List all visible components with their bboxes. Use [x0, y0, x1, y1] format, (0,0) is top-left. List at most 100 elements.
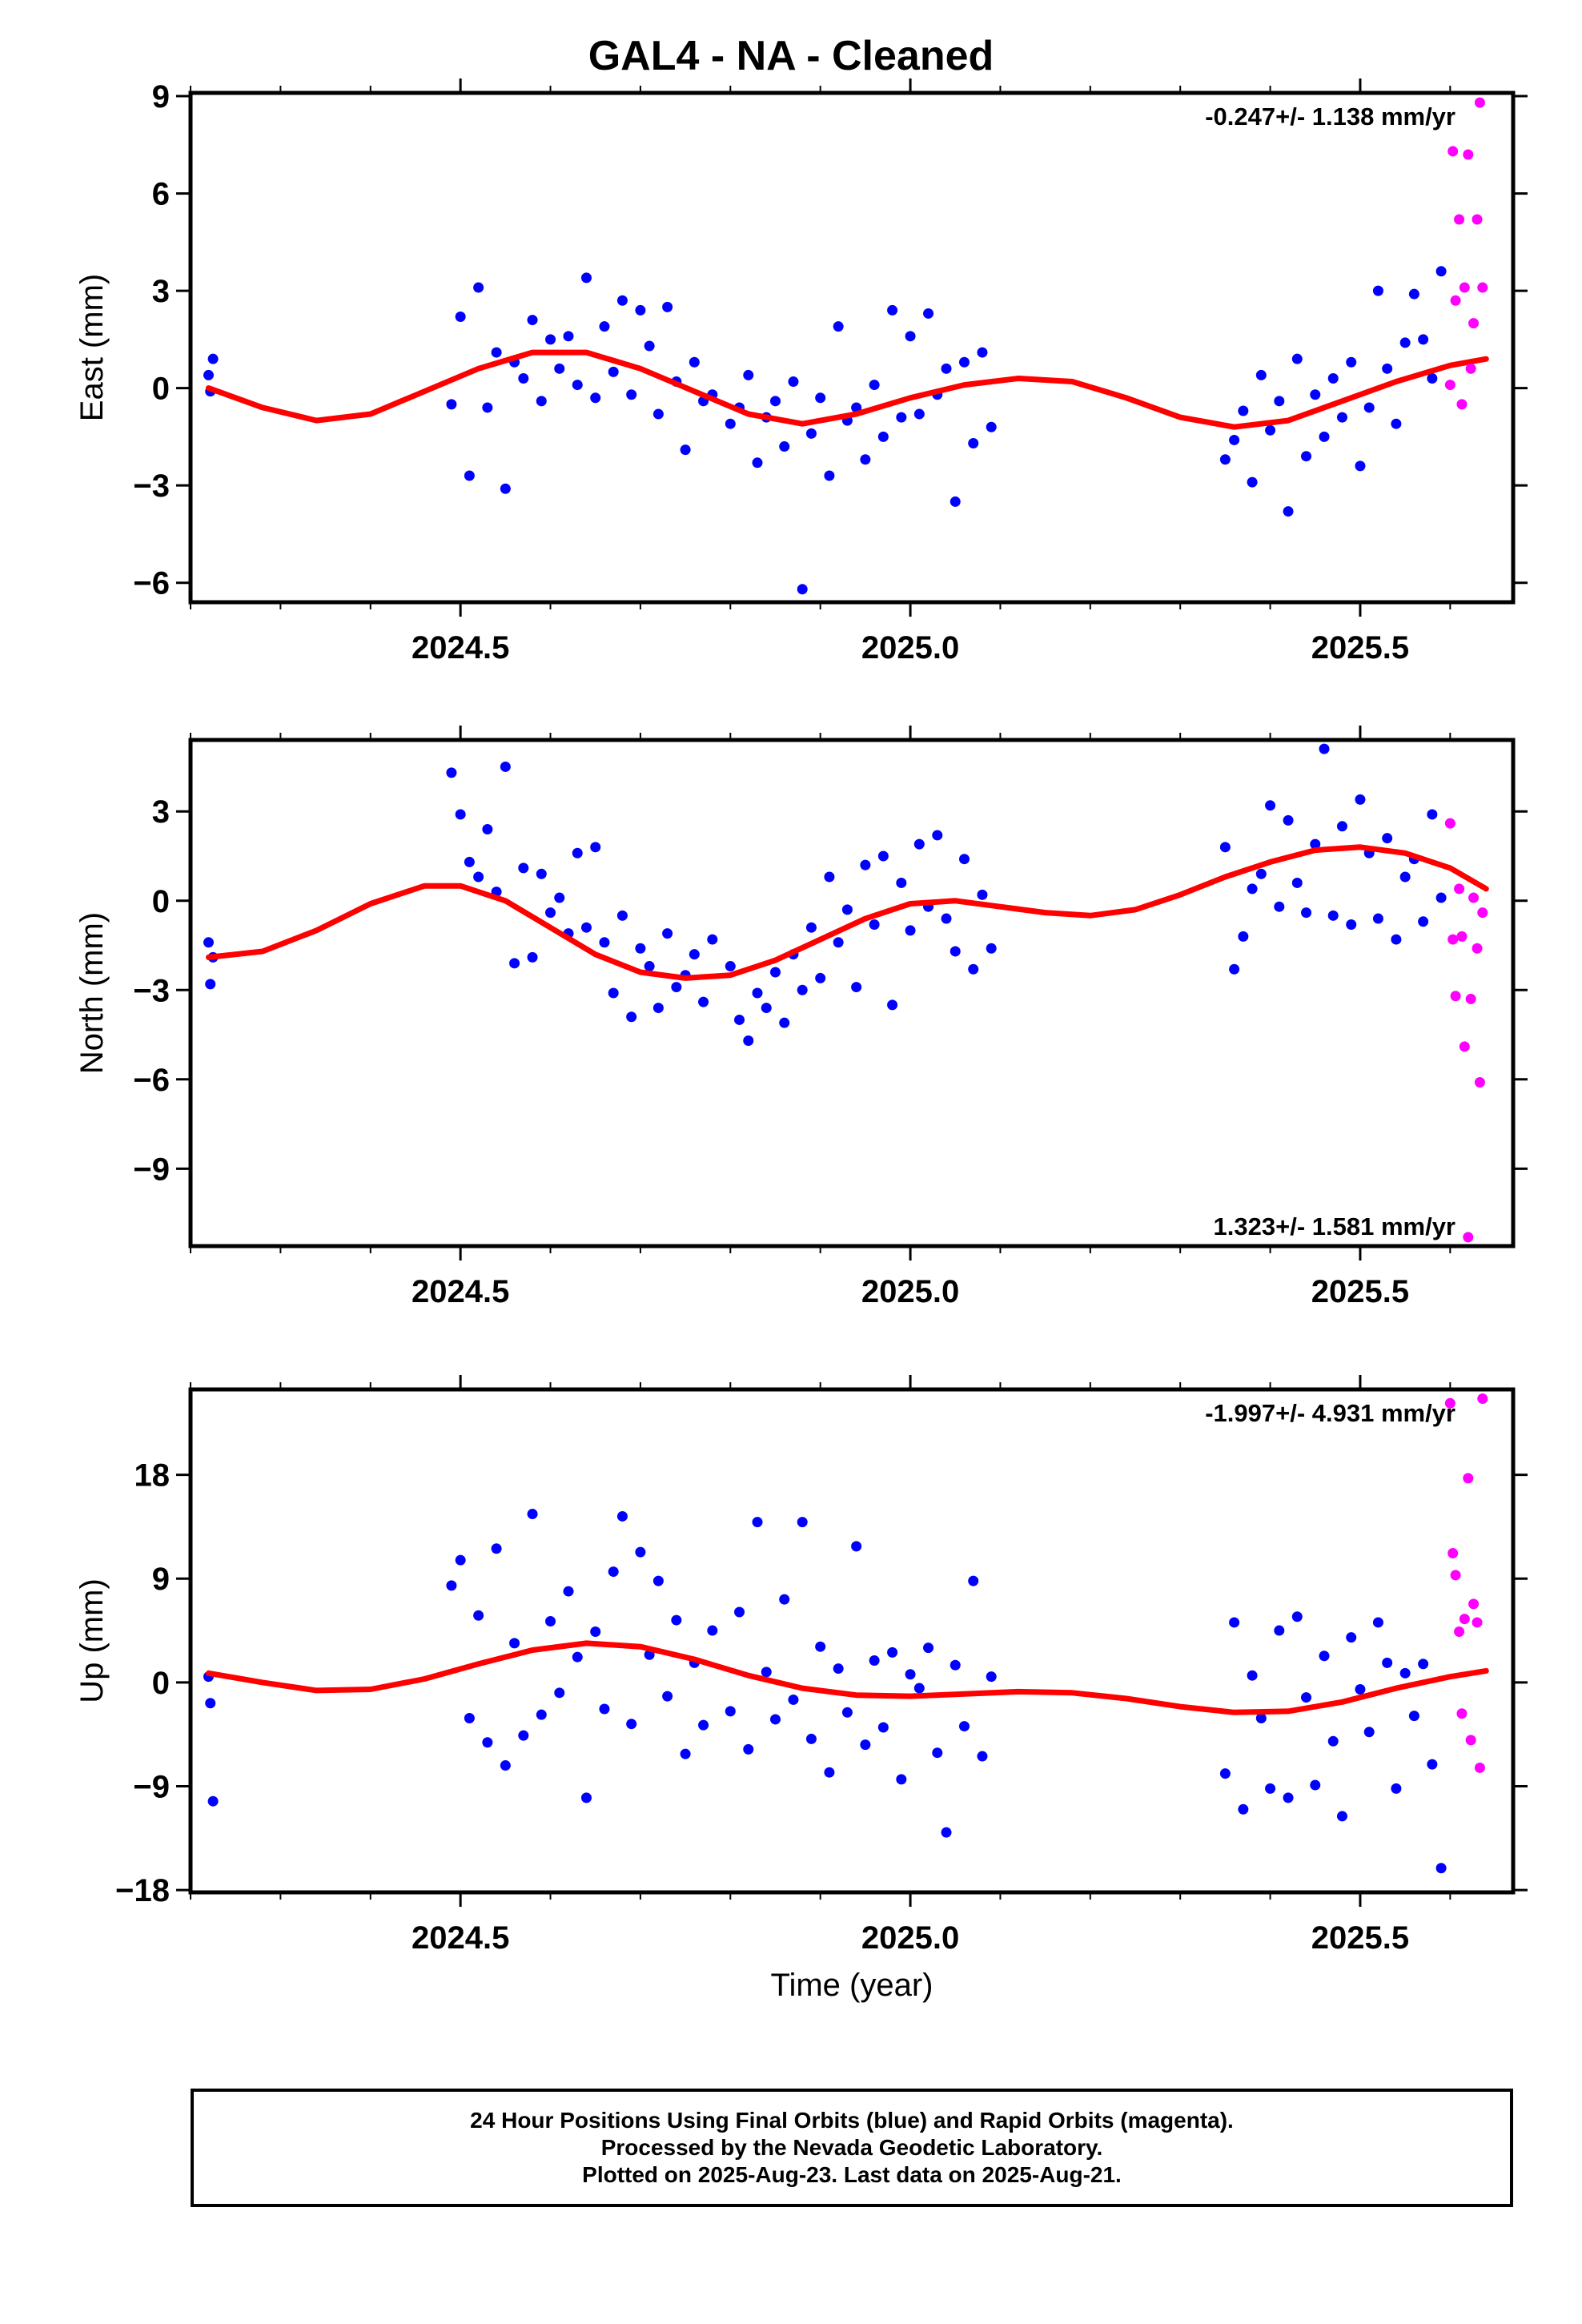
final-orbit-point [860, 859, 871, 870]
rapid-orbit-point [1459, 282, 1470, 293]
y-tick-label: 6 [152, 177, 170, 212]
final-orbit-point [950, 946, 961, 957]
final-orbit-point [1327, 1735, 1339, 1747]
final-orbit-point [968, 1575, 979, 1586]
final-orbit-point [1229, 963, 1240, 975]
final-orbit-point [887, 999, 898, 1011]
final-orbit-point [977, 1751, 988, 1762]
final-orbit-point [1283, 1792, 1294, 1803]
final-orbit-point [833, 937, 844, 948]
final-orbit-point [986, 1671, 997, 1683]
y-tick-label: 3 [152, 794, 170, 830]
final-orbit-point [1301, 1692, 1312, 1703]
final-orbit-point [590, 842, 601, 853]
panel-frame [188, 738, 1516, 1248]
final-orbit-point [1418, 916, 1429, 927]
final-orbit-point [652, 1003, 664, 1014]
final-orbit-point [1291, 877, 1303, 888]
final-orbit-point [464, 470, 475, 481]
final-orbit-point [1346, 356, 1357, 368]
final-orbit-point [769, 396, 781, 407]
final-orbit-point [563, 1586, 574, 1597]
footer-caption: 24 Hour Positions Using Final Orbits (bl… [191, 2089, 1513, 2207]
final-orbit-point [869, 380, 880, 391]
final-orbit-point [464, 856, 475, 867]
rapid-orbit-point [1474, 1077, 1485, 1088]
final-orbit-point [599, 321, 610, 332]
final-orbit-point [923, 308, 934, 319]
final-orbit-point [545, 907, 556, 919]
rapid-orbit-point [1474, 97, 1485, 108]
final-orbit-point [869, 1655, 880, 1666]
final-orbit-point [1229, 1617, 1240, 1628]
final-orbit-point [1301, 907, 1312, 919]
rapid-orbit-point [1477, 1393, 1488, 1405]
rate-label: 1.323+/- 1.581 mm/yr [1214, 1212, 1456, 1240]
final-orbit-point [455, 312, 466, 323]
final-orbit-point [1219, 842, 1231, 853]
y-axis-label: Up (mm) [74, 1578, 110, 1703]
y-tick-label: −9 [133, 1769, 170, 1804]
final-orbit-point [205, 1698, 216, 1709]
final-orbit-point [572, 847, 583, 858]
rapid-orbit-point [1468, 318, 1480, 329]
final-orbit-point [545, 334, 556, 345]
final-orbit-point [779, 1017, 790, 1028]
final-orbit-point [824, 871, 835, 883]
rapid-orbit-point [1477, 282, 1488, 293]
final-orbit-point [509, 1638, 520, 1649]
final-orbit-point [1427, 1759, 1438, 1770]
final-orbit-point [824, 470, 835, 481]
final-orbit-point [626, 389, 637, 400]
rapid-orbit-point [1474, 1762, 1485, 1773]
final-orbit-point [689, 356, 700, 368]
x-axis-label: Time (year) [771, 1968, 934, 2003]
final-orbit-point [734, 1014, 745, 1025]
x-tick-label: 2024.5 [412, 1274, 509, 1309]
final-orbit-point [482, 402, 493, 413]
final-orbit-point [1391, 934, 1402, 945]
final-orbit-point [698, 1719, 709, 1731]
rapid-orbit-point [1447, 934, 1459, 945]
x-tick-label: 2025.5 [1311, 1274, 1409, 1309]
final-orbit-point [652, 408, 664, 420]
final-orbit-point [1355, 1683, 1366, 1695]
final-orbit-point [860, 454, 871, 465]
final-orbit-point [1363, 402, 1375, 413]
final-orbit-point [1382, 1657, 1393, 1668]
final-orbit-point [725, 418, 736, 429]
x-tick-label: 2025.0 [861, 1920, 959, 1956]
final-orbit-point [1327, 910, 1339, 921]
final-orbit-point [1319, 431, 1330, 442]
y-tick-label: −3 [133, 468, 170, 504]
final-orbit-point [1372, 1617, 1383, 1628]
rapid-orbit-point [1456, 399, 1468, 410]
final-orbit-point [1319, 1651, 1330, 1662]
final-orbit-point [1399, 337, 1411, 348]
final-orbit-point [851, 982, 862, 993]
final-orbit-point [1247, 476, 1258, 488]
final-orbit-point [599, 1703, 610, 1715]
final-orbit-point [527, 315, 538, 326]
final-orbit-point [877, 431, 889, 442]
y-axis-label: North (mm) [74, 912, 110, 1074]
final-orbit-point [977, 889, 988, 900]
final-orbit-point [833, 321, 844, 332]
final-orbit-point [887, 1647, 898, 1658]
final-orbit-point [769, 1714, 781, 1725]
footer-line-processor: Processed by the Nevada Geodetic Laborat… [600, 2135, 1103, 2160]
rapid-orbit-point [1465, 1735, 1476, 1746]
final-orbit-point [473, 871, 484, 883]
final-orbit-point [752, 987, 763, 999]
final-orbit-point [203, 937, 214, 948]
final-orbit-point [877, 850, 889, 862]
final-orbit-point [941, 913, 952, 924]
footer-line-orbits: 24 Hour Positions Using Final Orbits (bl… [470, 2108, 1234, 2133]
final-orbit-point [554, 892, 565, 903]
final-orbit-point [473, 1610, 484, 1621]
model-curve [206, 1640, 1489, 1715]
final-orbit-point [491, 1543, 502, 1554]
final-orbit-point [913, 838, 925, 850]
final-orbit-point [1346, 919, 1357, 930]
final-orbit-point [616, 295, 628, 306]
